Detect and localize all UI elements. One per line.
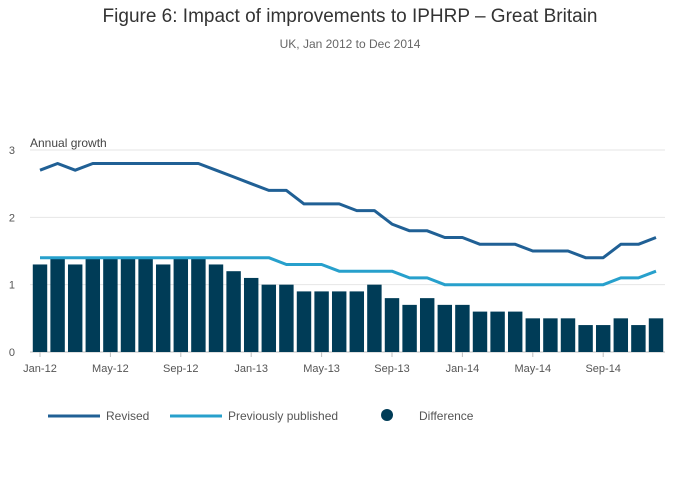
previously-published-line — [40, 256, 657, 287]
chart-subtitle: UK, Jan 2012 to Dec 2014 — [279, 37, 421, 51]
difference-bar — [296, 291, 312, 352]
x-tick-label: Sep-13 — [374, 363, 409, 375]
difference-bar — [103, 257, 118, 352]
y-tick-label: 3 — [9, 145, 15, 157]
difference-bar — [578, 325, 593, 352]
difference-bar — [595, 325, 611, 352]
legend-label: Previously published — [228, 409, 338, 423]
difference-bar — [50, 257, 65, 352]
y-axis-label: Annual growth — [30, 136, 107, 150]
difference-bar — [138, 257, 153, 352]
x-tick-label: May-14 — [514, 363, 551, 375]
x-tick-label: Jan-14 — [446, 363, 480, 375]
legend-label: Revised — [106, 409, 149, 423]
legend-swatch — [381, 409, 393, 421]
difference-bar — [402, 304, 417, 352]
difference-bar — [243, 277, 259, 352]
difference-bar — [226, 271, 241, 352]
difference-bar — [208, 264, 224, 352]
difference-bar — [173, 257, 189, 352]
x-tick-label: Sep-14 — [585, 363, 620, 375]
y-tick-label: 1 — [9, 280, 15, 292]
difference-bar — [437, 304, 453, 352]
difference-bar — [261, 284, 277, 352]
revised-line — [39, 162, 657, 260]
x-tick-label: Jan-13 — [234, 363, 268, 375]
difference-bar — [613, 318, 629, 352]
chart-title: Figure 6: Impact of improvements to IPHR… — [102, 6, 598, 27]
difference-bar — [472, 311, 488, 352]
x-tick-label: May-12 — [92, 363, 129, 375]
legend-label: Difference — [419, 409, 474, 423]
difference-bar — [349, 291, 365, 352]
difference-bar — [279, 284, 294, 352]
difference-bar — [314, 291, 329, 352]
difference-bar — [85, 257, 101, 352]
difference-bar — [120, 257, 136, 352]
difference-bar — [384, 298, 400, 352]
difference-bar — [648, 318, 664, 352]
difference-bar — [525, 318, 541, 352]
difference-bar — [631, 325, 646, 352]
difference-bar — [560, 318, 576, 352]
y-tick-label: 0 — [9, 347, 15, 359]
difference-bar — [67, 264, 83, 352]
difference-bar — [543, 318, 558, 352]
difference-bar — [490, 311, 505, 352]
difference-bar — [455, 304, 470, 352]
difference-bar — [367, 284, 382, 352]
x-tick-label: Jan-12 — [23, 363, 57, 375]
difference-bar — [155, 264, 171, 352]
difference-bar — [419, 298, 435, 352]
difference-bar — [507, 311, 523, 352]
x-tick-label: May-13 — [303, 363, 340, 375]
difference-bar — [331, 291, 347, 352]
y-tick-label: 2 — [9, 212, 15, 224]
difference-bar — [32, 264, 48, 352]
difference-bar — [191, 257, 206, 352]
x-tick-label: Sep-12 — [163, 363, 198, 375]
